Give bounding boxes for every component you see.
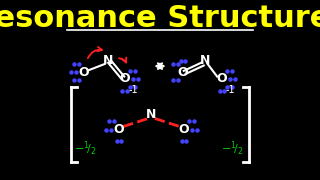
Text: -1: -1 bbox=[226, 85, 235, 95]
FancyArrowPatch shape bbox=[119, 58, 126, 62]
Text: O: O bbox=[178, 66, 188, 79]
Text: -1: -1 bbox=[129, 85, 138, 95]
Text: N: N bbox=[146, 108, 156, 121]
Text: $-^1\!/_2$: $-^1\!/_2$ bbox=[74, 140, 97, 158]
Text: Resonance Structures: Resonance Structures bbox=[0, 4, 320, 33]
Text: O: O bbox=[114, 123, 124, 136]
Text: O: O bbox=[179, 123, 189, 136]
FancyArrowPatch shape bbox=[88, 47, 102, 58]
Text: $-^1\!/_2$: $-^1\!/_2$ bbox=[221, 140, 244, 158]
Text: N: N bbox=[200, 54, 210, 67]
Text: O: O bbox=[78, 66, 89, 79]
Text: O: O bbox=[217, 72, 227, 85]
Text: O: O bbox=[119, 72, 130, 85]
Text: N: N bbox=[102, 54, 113, 67]
